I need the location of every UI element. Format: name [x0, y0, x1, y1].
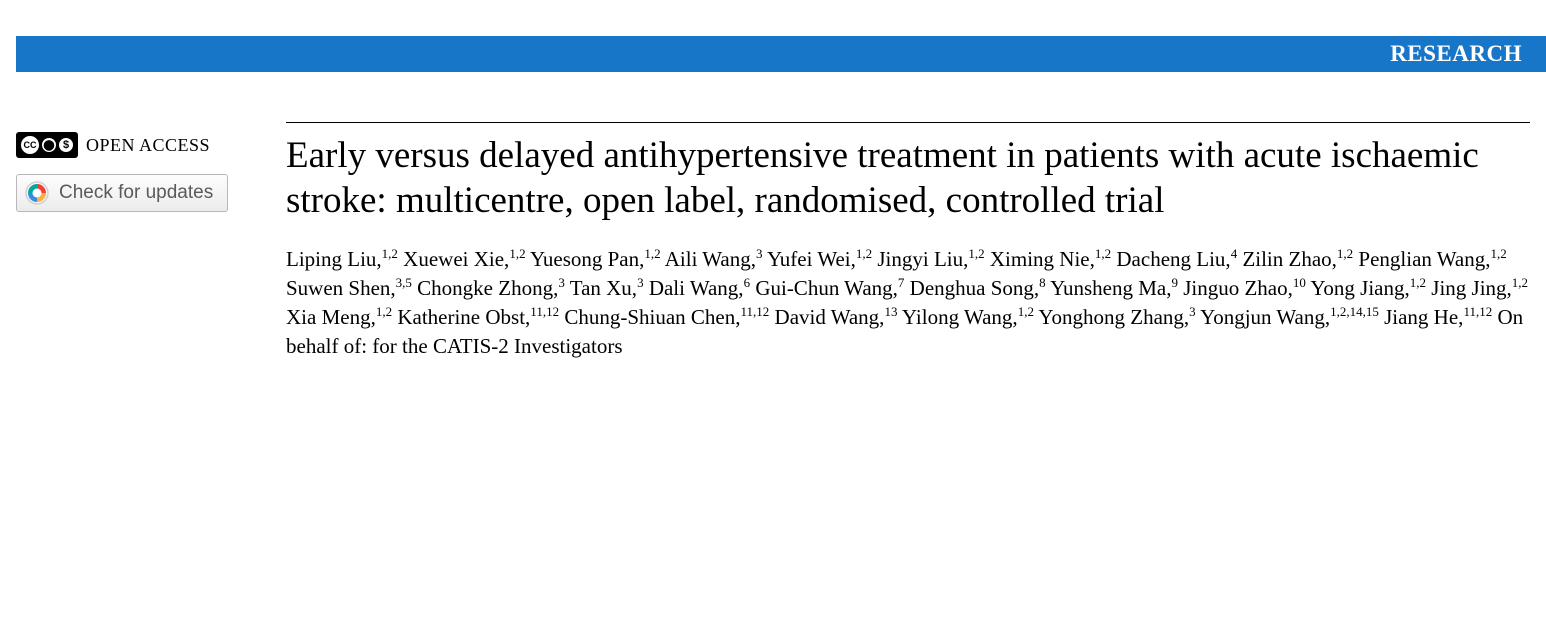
crossmark-icon: [25, 181, 49, 205]
affiliation-superscript: 1,2: [1491, 246, 1507, 261]
affiliation-superscript: 3,5: [396, 275, 412, 290]
section-label: RESEARCH: [1390, 41, 1522, 67]
check-updates-button[interactable]: Check for updates: [16, 174, 228, 212]
affiliation-superscript: 10: [1293, 275, 1306, 290]
section-banner: RESEARCH: [16, 36, 1546, 72]
open-access-row: CC ⬤ $ OPEN ACCESS: [16, 132, 286, 158]
affiliation-superscript: 1,2: [856, 246, 872, 261]
affiliation-superscript: 1,2: [968, 246, 984, 261]
cc-icon: CC: [21, 136, 39, 154]
affiliation-superscript: 1,2: [509, 246, 525, 261]
affiliation-superscript: 9: [1171, 275, 1178, 290]
affiliation-superscript: 3: [1189, 304, 1196, 319]
affiliation-superscript: 1,2: [1337, 246, 1353, 261]
affiliation-superscript: 1,2: [644, 246, 660, 261]
affiliation-superscript: 1,2: [1018, 304, 1034, 319]
affiliation-superscript: 1,2: [1410, 275, 1426, 290]
cc-license-badge: CC ⬤ $: [16, 132, 78, 158]
affiliation-superscript: 1,2: [376, 304, 392, 319]
affiliation-superscript: 1,2: [382, 246, 398, 261]
affiliation-superscript: 13: [884, 304, 897, 319]
content-area: CC ⬤ $ OPEN ACCESS: [0, 122, 1546, 361]
affiliation-superscript: 11,12: [741, 304, 770, 319]
affiliation-superscript: 1,2,14,15: [1330, 304, 1379, 319]
affiliation-superscript: 4: [1231, 246, 1238, 261]
affiliation-superscript: 8: [1039, 275, 1046, 290]
sidebar: CC ⬤ $ OPEN ACCESS: [16, 122, 286, 361]
article-title: Early versus delayed antihypertensive tr…: [286, 133, 1530, 223]
nc-icon: $: [59, 138, 73, 152]
affiliation-superscript: 11,12: [530, 304, 559, 319]
article-header: Early versus delayed antihypertensive tr…: [286, 122, 1530, 361]
affiliation-superscript: 1,2: [1095, 246, 1111, 261]
check-updates-label: Check for updates: [59, 182, 213, 204]
affiliation-superscript: 3: [558, 275, 565, 290]
affiliation-superscript: 3: [756, 246, 763, 261]
affiliation-superscript: 3: [637, 275, 644, 290]
affiliation-superscript: 6: [744, 275, 751, 290]
affiliation-superscript: 7: [898, 275, 905, 290]
open-access-label: OPEN ACCESS: [86, 135, 210, 156]
by-icon: ⬤: [42, 138, 56, 152]
affiliation-superscript: 11,12: [1463, 304, 1492, 319]
author-list: Liping Liu,1,2 Xuewei Xie,1,2 Yuesong Pa…: [286, 245, 1530, 361]
affiliation-superscript: 1,2: [1512, 275, 1528, 290]
